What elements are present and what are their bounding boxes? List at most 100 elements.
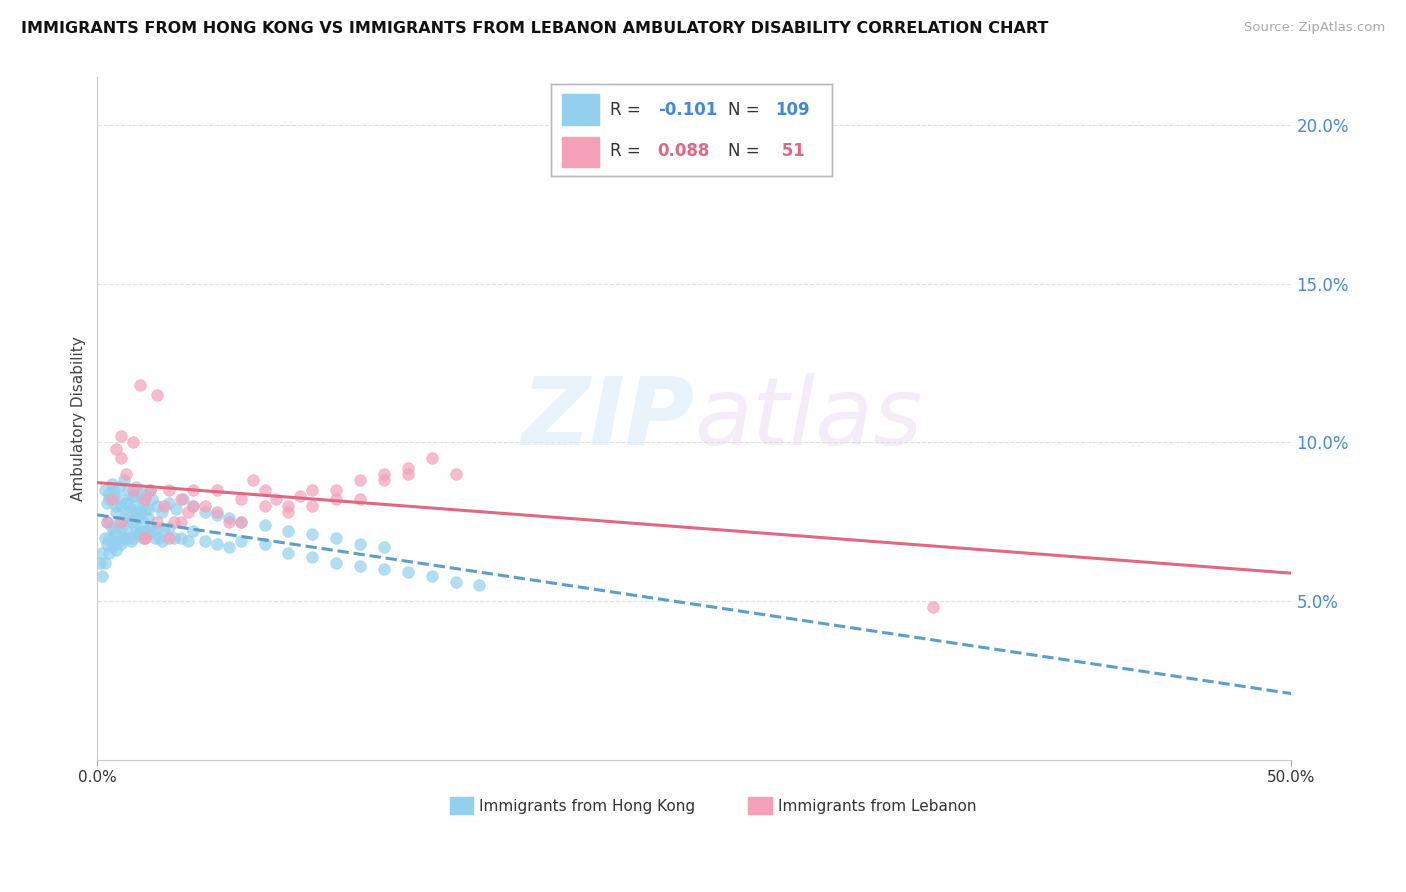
Point: [253, 537, 276, 551]
Point: [218, 511, 240, 525]
Point: [96, 537, 118, 551]
Text: Immigrants from Hong Kong: Immigrants from Hong Kong: [479, 798, 696, 814]
Point: [301, 549, 323, 564]
Point: [205, 505, 228, 519]
Point: [129, 486, 152, 500]
Point: [373, 467, 395, 481]
Point: [253, 483, 276, 497]
Point: [290, 489, 312, 503]
Point: [103, 524, 125, 538]
Point: [115, 495, 138, 509]
Point: [157, 531, 180, 545]
Point: [108, 515, 131, 529]
Point: [349, 559, 371, 574]
Point: [117, 483, 139, 497]
Point: [205, 483, 228, 497]
Point: [124, 524, 146, 538]
Point: [373, 474, 395, 488]
Point: [253, 499, 276, 513]
Point: [122, 531, 145, 545]
Point: [444, 574, 467, 589]
Point: [325, 556, 347, 570]
Point: [181, 499, 204, 513]
Point: [132, 495, 155, 509]
Point: [108, 480, 131, 494]
Point: [150, 505, 173, 519]
Point: [91, 546, 114, 560]
Point: [420, 568, 443, 582]
Point: [93, 531, 115, 545]
Point: [136, 511, 159, 525]
Bar: [450, 797, 474, 814]
Point: [141, 492, 163, 507]
Point: [127, 499, 149, 513]
Point: [301, 499, 323, 513]
Point: [277, 499, 299, 513]
Point: [103, 483, 125, 497]
Point: [177, 533, 200, 548]
Point: [266, 492, 288, 507]
Point: [96, 515, 118, 529]
Point: [444, 467, 467, 481]
Point: [157, 521, 180, 535]
Text: Source: ZipAtlas.com: Source: ZipAtlas.com: [1244, 21, 1385, 34]
Point: [253, 517, 276, 532]
Point: [134, 489, 156, 503]
Point: [93, 556, 115, 570]
Point: [468, 578, 491, 592]
Point: [129, 505, 152, 519]
Point: [122, 489, 145, 503]
Point: [277, 524, 299, 538]
Bar: [748, 797, 772, 814]
Point: [91, 568, 114, 582]
Point: [396, 566, 419, 580]
Point: [141, 524, 163, 538]
Point: [93, 483, 115, 497]
Point: [301, 483, 323, 497]
Point: [136, 527, 159, 541]
Point: [110, 521, 132, 535]
Point: [148, 531, 170, 545]
Point: [110, 499, 132, 513]
Point: [127, 511, 149, 525]
Point: [100, 521, 122, 535]
Point: [132, 531, 155, 545]
Point: [117, 505, 139, 519]
Point: [396, 467, 419, 481]
Point: [139, 521, 162, 535]
Point: [922, 600, 945, 615]
Point: [373, 540, 395, 554]
Y-axis label: Ambulatory Disability: Ambulatory Disability: [72, 336, 86, 501]
Point: [134, 502, 156, 516]
Point: [181, 499, 204, 513]
Point: [134, 492, 156, 507]
Point: [218, 540, 240, 554]
Point: [98, 546, 121, 560]
Point: [103, 489, 125, 503]
Point: [157, 483, 180, 497]
Point: [112, 531, 135, 545]
Point: [277, 546, 299, 560]
Point: [177, 505, 200, 519]
Point: [229, 515, 252, 529]
Point: [124, 505, 146, 519]
Point: [96, 515, 118, 529]
Point: [139, 483, 162, 497]
Point: [325, 492, 347, 507]
Point: [139, 483, 162, 497]
Point: [134, 524, 156, 538]
Point: [98, 531, 121, 545]
Point: [98, 492, 121, 507]
Point: [122, 489, 145, 503]
Point: [134, 531, 156, 545]
Point: [115, 467, 138, 481]
Point: [110, 515, 132, 529]
Point: [124, 480, 146, 494]
Text: ZIP: ZIP: [522, 373, 695, 465]
Point: [110, 451, 132, 466]
Point: [100, 492, 122, 507]
Point: [105, 543, 128, 558]
Point: [349, 492, 371, 507]
Point: [115, 495, 138, 509]
Point: [110, 429, 132, 443]
